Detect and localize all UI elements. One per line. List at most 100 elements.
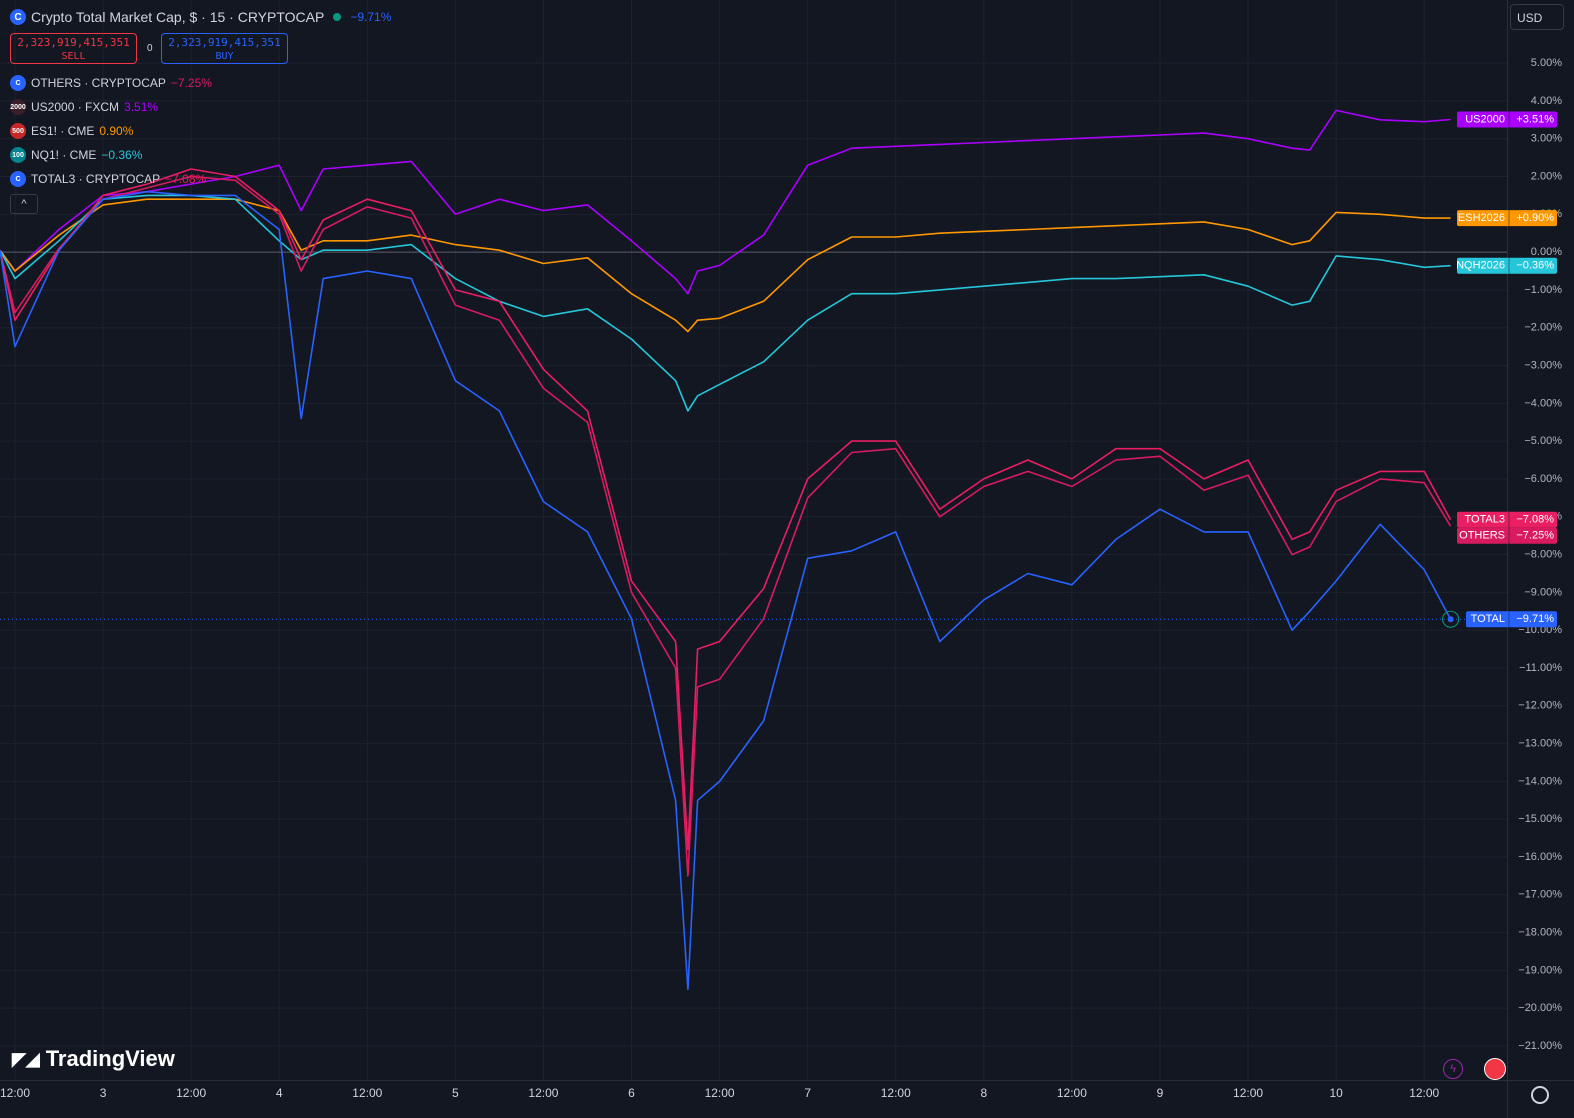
legend-icon: C [10, 75, 26, 91]
y-tick-label: −18.00% [1518, 926, 1562, 938]
y-tick-label: −5.00% [1524, 435, 1562, 447]
lightning-button[interactable]: ϟ [1443, 1059, 1463, 1079]
price-tag-bg [1457, 527, 1557, 544]
flag-button[interactable] [1484, 1058, 1506, 1080]
series-line [0, 109, 1451, 295]
price-tag: US2000 +3.51% [1457, 111, 1557, 128]
x-tick-label: 12:00 [0, 1086, 30, 1100]
y-tick-label: 5.00% [1531, 57, 1562, 69]
series-line [0, 198, 1451, 333]
price-tag-name: TOTAL3 [1464, 514, 1505, 526]
price-tag-bg [1457, 511, 1557, 528]
brand-text: TradingView [45, 1046, 175, 1071]
legend-change: −7.25% [170, 76, 212, 90]
last-value-dot [1447, 616, 1454, 623]
y-tick-label: −8.00% [1524, 548, 1562, 560]
x-tick-label: 10 [1329, 1086, 1343, 1100]
x-tick-label: 12:00 [528, 1086, 558, 1100]
legend-change: −7.08% [165, 172, 207, 186]
y-tick-label: 4.00% [1531, 95, 1562, 107]
legend-entry[interactable]: C OTHERS · CRYPTOCAP −7.25% [10, 74, 212, 92]
price-tag-value: +0.90% [1516, 212, 1554, 224]
y-tick-label: −14.00% [1518, 775, 1562, 787]
buy-button[interactable]: 2,323,919,415,351 BUY [161, 33, 288, 64]
price-tag-value: −9.71% [1516, 613, 1554, 625]
y-tick-label: −12.00% [1518, 700, 1562, 712]
legend-name: US2000 · FXCM [31, 100, 120, 114]
y-tick-label: −3.00% [1524, 359, 1562, 371]
x-tick-label: 6 [628, 1086, 635, 1100]
legend-name: ES1! · CME [31, 124, 95, 138]
y-tick-label: −2.00% [1524, 322, 1562, 334]
x-tick-label: 12:00 [705, 1086, 735, 1100]
price-tag: OTHERS −7.25% [1457, 527, 1557, 544]
y-tick-label: −21.00% [1518, 1040, 1562, 1052]
x-tick-label: 8 [980, 1086, 987, 1100]
status-dot [333, 13, 342, 21]
y-tick-label: 0.00% [1531, 246, 1562, 258]
legend-entry[interactable]: 2000 US2000 · FXCM 3.51% [10, 98, 158, 116]
legend-change: 3.51% [124, 100, 159, 114]
x-tick-label: 12:00 [1409, 1086, 1439, 1100]
buy-label: BUY [215, 51, 234, 62]
main-legend[interactable]: C Crypto Total Market Cap, $ · 15 · CRYP… [10, 8, 391, 26]
y-tick-label: −1.00% [1524, 284, 1562, 296]
y-tick-label: −9.00% [1524, 586, 1562, 598]
y-tick-label: −19.00% [1518, 964, 1562, 976]
price-tag-value: −7.25% [1516, 530, 1554, 542]
x-tick-label: 12:00 [1233, 1086, 1263, 1100]
main-change: −9.71% [350, 10, 392, 24]
legend-change: 0.90% [99, 124, 134, 138]
x-tick-label: 4 [276, 1086, 283, 1100]
legend-entry[interactable]: 100 NQ1! · CME −0.36% [10, 146, 142, 164]
price-tag-bg [1457, 210, 1557, 227]
y-tick-label: −15.00% [1518, 813, 1562, 825]
price-tag-name: NQH2026 [1456, 260, 1505, 272]
price-tag: ESH2026 +0.90% [1457, 210, 1557, 227]
last-value-marker [1442, 610, 1460, 628]
price-tag-name: TOTAL [1471, 613, 1505, 625]
y-tick-label: −6.00% [1524, 473, 1562, 485]
series-line [0, 194, 1451, 412]
y-tick-label: −11.00% [1519, 662, 1562, 674]
y-tick-label: 3.00% [1531, 133, 1562, 145]
x-tick-label: 12:00 [1057, 1086, 1087, 1100]
price-tag: TOTAL3 −7.08% [1457, 511, 1557, 528]
series-line [0, 190, 1452, 991]
series-line [0, 168, 1452, 851]
price-tag-bg [1466, 611, 1557, 628]
price-tag-value: +3.51% [1516, 113, 1554, 125]
collapse-button[interactable]: ^ [10, 194, 38, 214]
legend-icon: 2000 [10, 99, 26, 115]
series-line [0, 175, 1452, 877]
price-tag-value: −0.36% [1516, 260, 1554, 272]
y-tick-label: −13.00% [1518, 737, 1562, 749]
legend-entry[interactable]: 500 ES1! · CME 0.90% [10, 122, 133, 140]
price-tag-bg [1457, 111, 1557, 128]
x-tick-label: 5 [452, 1086, 459, 1100]
legend-icon: C [10, 171, 26, 187]
legend-entry[interactable]: C TOTAL3 · CRYPTOCAP −7.08% [10, 170, 206, 188]
price-tag: TOTAL −9.71% [1466, 611, 1557, 628]
price-tag-name: US2000 [1465, 113, 1505, 125]
legend-name: NQ1! · CME [31, 148, 97, 162]
price-tag-bg [1457, 257, 1557, 274]
currency-button[interactable]: USD [1510, 4, 1564, 30]
spread: 0 [147, 43, 153, 54]
sell-label: SELL [61, 51, 86, 62]
x-tick-label: 12:00 [881, 1086, 911, 1100]
y-tick-label: −20.00% [1518, 1002, 1562, 1014]
y-tick-label: −4.00% [1524, 397, 1562, 409]
settings-button[interactable] [1531, 1086, 1549, 1104]
legend-name: OTHERS · CRYPTOCAP [31, 76, 166, 90]
legend-icon: 500 [10, 123, 26, 139]
x-tick-label: 12:00 [352, 1086, 382, 1100]
legend-name: TOTAL3 · CRYPTOCAP [31, 172, 161, 186]
y-tick-label: −17.00% [1518, 889, 1562, 901]
sell-button[interactable]: 2,323,919,415,351 SELL [10, 33, 137, 64]
price-tag: NQH2026 −0.36% [1456, 257, 1557, 274]
x-tick-label: 7 [804, 1086, 811, 1100]
x-tick-label: 9 [1157, 1086, 1164, 1100]
brand-logo[interactable]: ◤◢ TradingView [12, 1046, 175, 1072]
